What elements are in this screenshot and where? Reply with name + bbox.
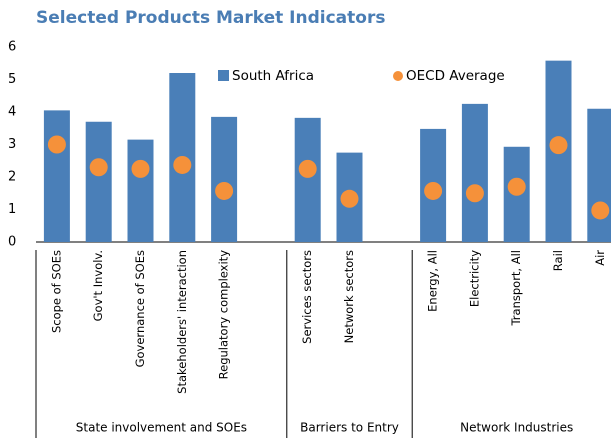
legend-label: South Africa [232, 68, 314, 84]
y-tick-label: 5 [8, 72, 16, 87]
x-tick-label: Air [593, 250, 607, 266]
x-tick-label: Governance of SOEs [133, 250, 147, 367]
dot [591, 201, 610, 220]
x-tick-label: Stakeholders' interaction [175, 250, 189, 394]
dot [340, 189, 359, 208]
bar [211, 116, 238, 242]
bar [127, 139, 154, 242]
group-label: Barriers to Entry [300, 421, 399, 435]
chart-title: Selected Products Market Indicators [36, 8, 385, 28]
dot [173, 155, 192, 174]
legend-swatch [218, 70, 229, 81]
y-tick-label: 0 [8, 235, 16, 250]
legend-swatch [393, 71, 403, 81]
y-tick-label: 1 [8, 202, 16, 217]
x-tick-label: Regulatory complexity [217, 250, 231, 380]
x-tick-label: Scope of SOEs [49, 250, 63, 333]
x-tick-label: Services sectors [300, 250, 314, 344]
dot [465, 184, 484, 203]
dot [215, 181, 234, 200]
x-tick-label: Transport, All [509, 250, 523, 327]
x-tick-label: Network sectors [342, 250, 356, 343]
bar [294, 117, 321, 242]
x-tick-label: Rail [551, 250, 565, 271]
group-label: State involvement and SOEs [76, 421, 247, 435]
y-tick-label: 2 [8, 170, 16, 185]
legend-label: OECD Average [406, 68, 505, 84]
bar [43, 110, 70, 242]
dot [424, 181, 443, 200]
x-tick-label: Gov't Involv. [91, 250, 105, 321]
y-tick-label: 4 [8, 105, 16, 120]
x-tick-label: Electricity [467, 250, 481, 307]
dot [131, 159, 150, 178]
x-tick-label: Energy, All [426, 250, 440, 312]
bar [85, 121, 112, 242]
dot [549, 136, 568, 155]
bar [461, 103, 488, 242]
dot [47, 135, 66, 154]
dot [89, 158, 108, 177]
y-tick-label: 6 [8, 40, 16, 55]
bar [587, 108, 611, 242]
dot [298, 159, 317, 178]
y-tick-label: 3 [8, 137, 16, 152]
dot [507, 177, 526, 196]
group-label: Network Industries [460, 421, 573, 435]
